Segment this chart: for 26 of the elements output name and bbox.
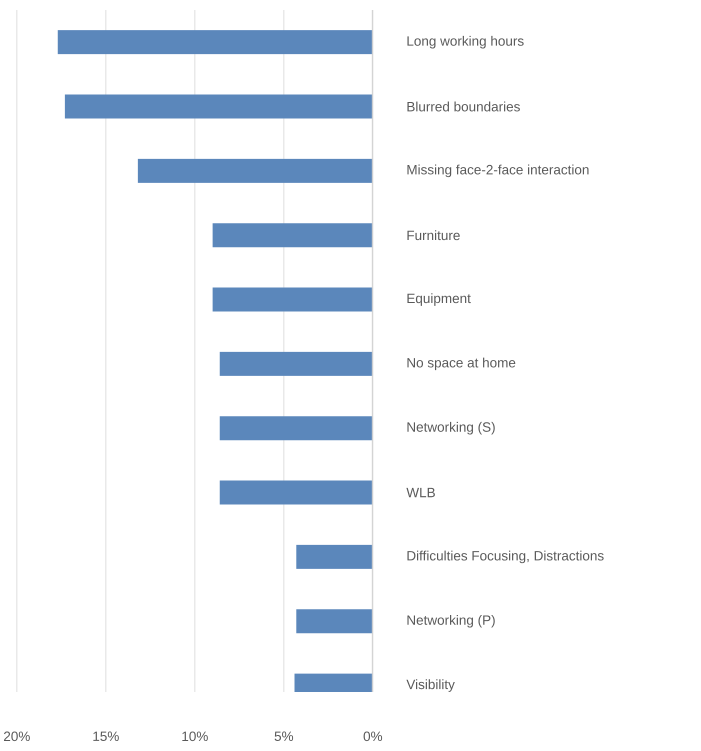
x-tick-label: 0% (363, 732, 382, 742)
y-tick-label: Missing face-2-face interaction (407, 164, 588, 178)
x-tick-label: 10% (182, 732, 208, 742)
bar (212, 223, 373, 248)
bar (296, 544, 373, 569)
bar (58, 30, 373, 54)
bar (138, 158, 373, 183)
x-tick-label: 5% (274, 732, 293, 742)
bar (220, 480, 373, 505)
bar (220, 416, 373, 440)
y-tick-label: Visibility (406, 679, 455, 692)
x-tick-label: 15% (93, 732, 119, 742)
bar (64, 94, 373, 119)
bar (212, 288, 373, 312)
y-tick-label: Equipment (407, 293, 471, 306)
y-tick-label: Difficulties Focusing, Distractions (407, 550, 604, 564)
y-tick-label: Blurred boundaries (407, 102, 520, 112)
bar (220, 352, 373, 376)
y-tick-label: No space at home (407, 358, 516, 370)
y-tick-label: Furniture (407, 230, 460, 240)
y-tick-label: Networking (S) (407, 422, 495, 434)
y-tick-label: Networking (P) (407, 614, 495, 628)
y-tick-label: Long working hours (407, 36, 524, 48)
y-tick-label: WLB (406, 488, 435, 498)
x-tick-label: 20% (4, 732, 30, 742)
bar (296, 609, 373, 634)
